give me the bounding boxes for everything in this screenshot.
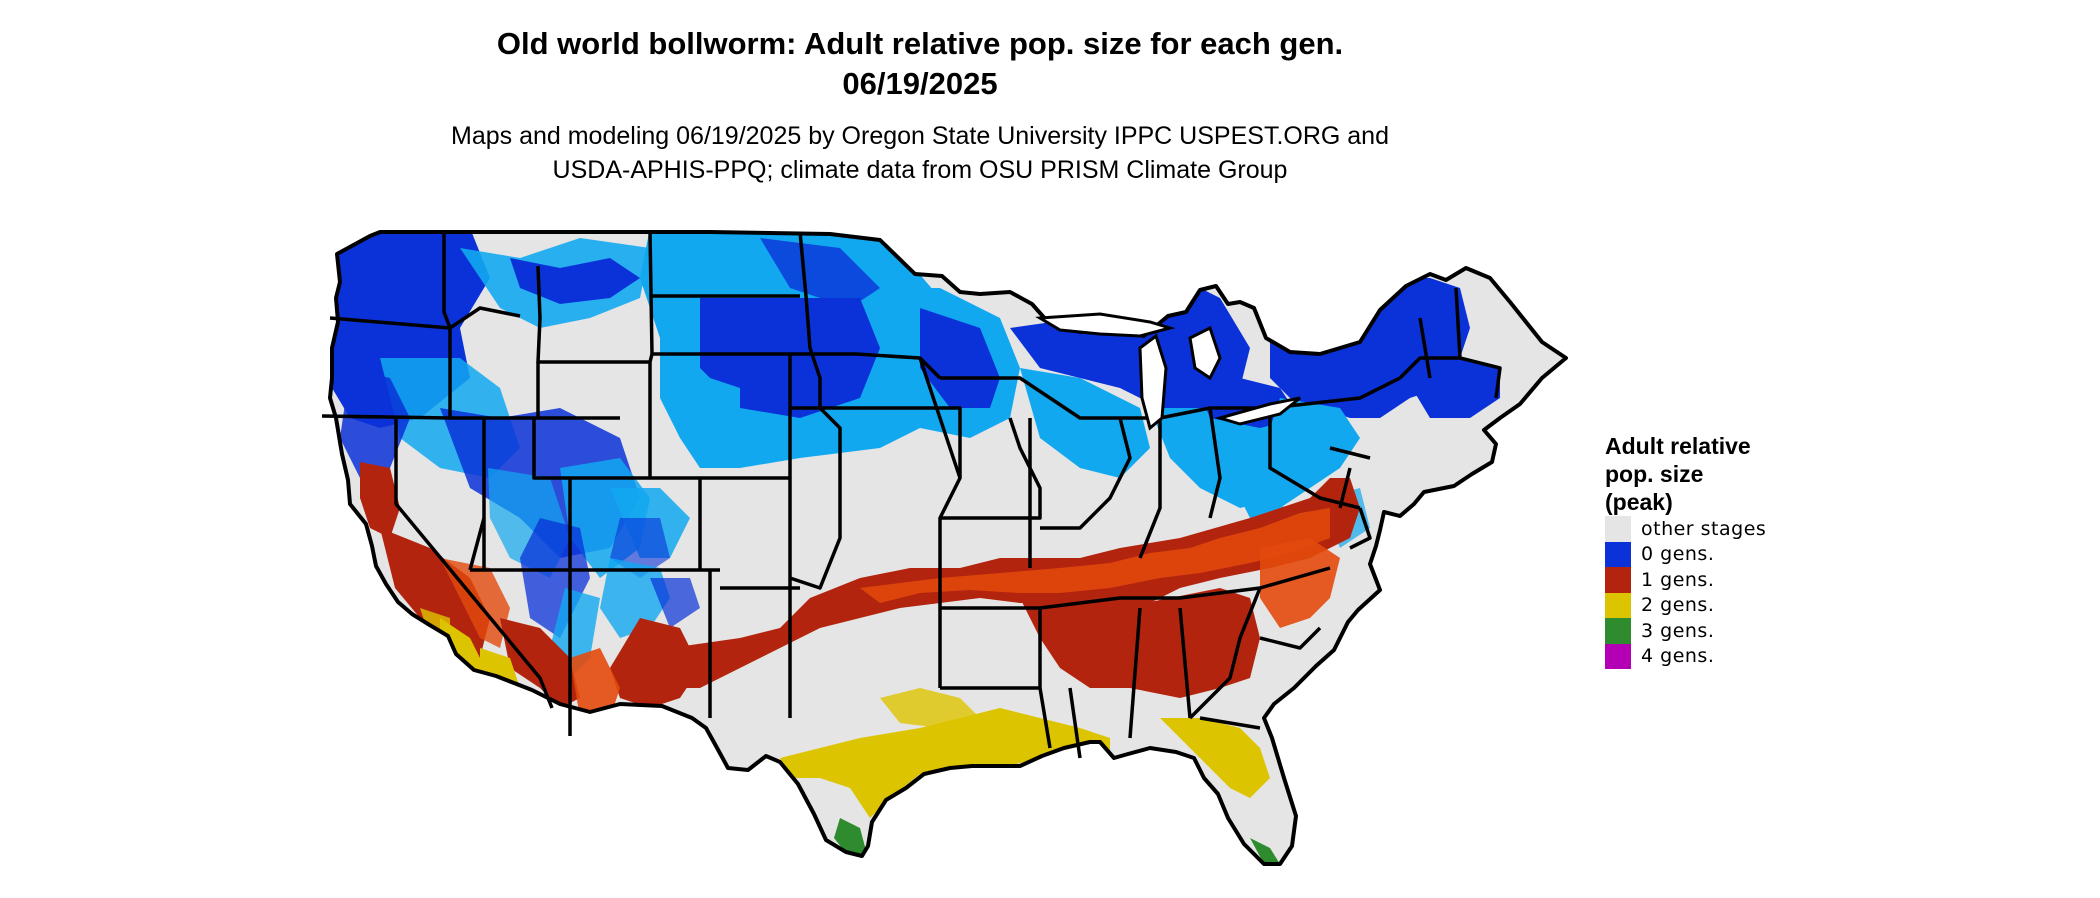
legend-swatch [1605, 643, 1631, 669]
legend-entry-2-gens: 2 gens. [1605, 592, 1805, 618]
legend-swatch [1605, 516, 1631, 542]
legend-swatch [1605, 567, 1631, 593]
legend-swatch [1605, 618, 1631, 644]
great-lakes [1035, 312, 1301, 431]
legend-label: 3 gens. [1641, 619, 1715, 642]
legend-label: 1 gens. [1641, 568, 1715, 591]
legend-label: 0 gens. [1641, 543, 1715, 566]
legend-entry-0-gens: 0 gens. [1605, 541, 1805, 567]
credit-line-2: USDA-APHIS-PPQ; climate data from OSU PR… [552, 156, 1288, 184]
legend-title-line: (peak) [1605, 489, 1673, 515]
legend-entry-1-gens: 1 gens. [1605, 567, 1805, 593]
map-title: Old world bollworm: Adult relative pop. … [496, 26, 1344, 61]
legend-entry-other-stages: other stages [1605, 516, 1805, 542]
legend-entry-4-gens: 4 gens. [1605, 643, 1805, 669]
map-date: 06/19/2025 [842, 66, 998, 101]
legend-label: other stages [1641, 517, 1767, 540]
legend-swatch [1605, 541, 1631, 567]
lake-huron [1188, 325, 1222, 381]
lake-michigan [1138, 333, 1168, 431]
three-gens-region [834, 818, 1280, 864]
state-borders [321, 231, 1502, 759]
legend-label: 4 gens. [1641, 645, 1715, 668]
legend-swatch [1605, 592, 1631, 618]
legend: Adult relative pop. size (peak) other st… [1605, 432, 1805, 669]
one-gen-region [360, 462, 1360, 718]
legend-title-line: Adult relative [1605, 433, 1751, 459]
lake-superior [1035, 312, 1176, 338]
credit-line-1: Maps and modeling 06/19/2025 by Oregon S… [451, 122, 1389, 150]
legend-title: Adult relative pop. size (peak) [1605, 432, 1805, 516]
us-map [321, 230, 1568, 866]
legend-label: 2 gens. [1641, 594, 1715, 617]
lake-erie [1214, 396, 1301, 426]
legend-title-line: pop. size [1605, 461, 1704, 487]
us-outline [328, 230, 1568, 866]
legend-entry-3-gens: 3 gens. [1605, 618, 1805, 644]
